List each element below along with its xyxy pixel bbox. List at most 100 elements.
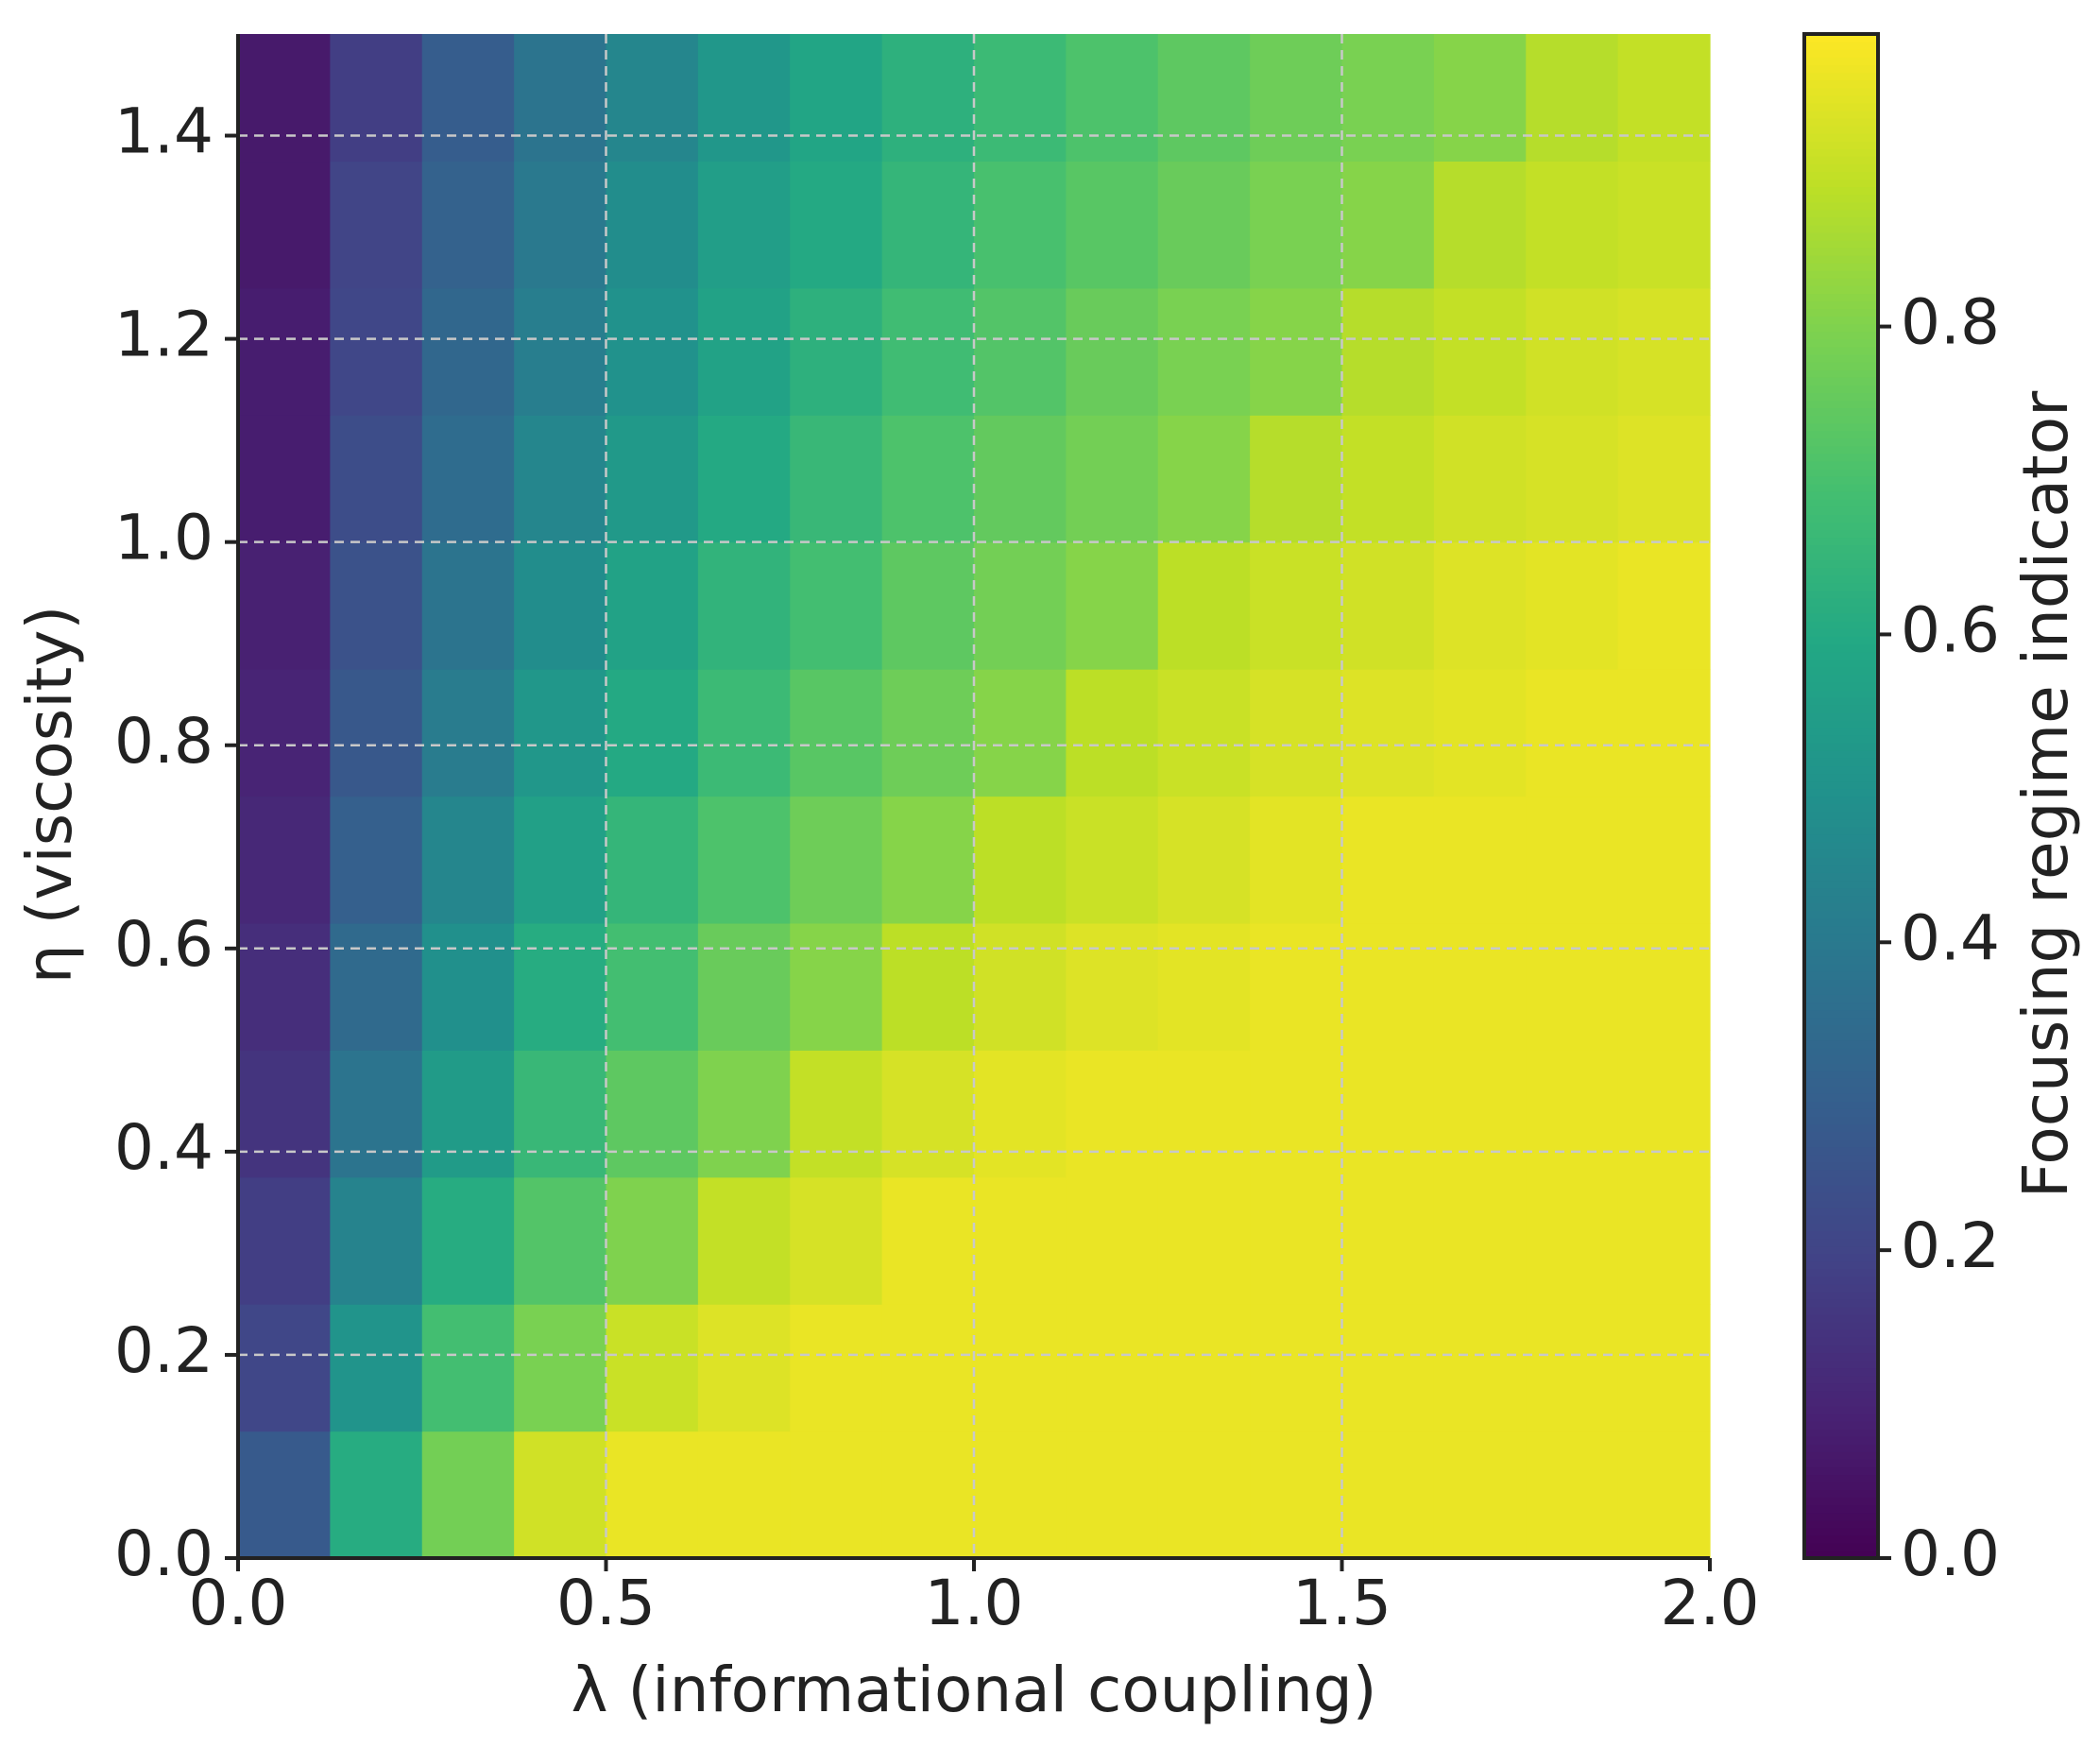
heatmap-cell — [1157, 1304, 1251, 1432]
colorbar-strip — [1804, 826, 1878, 835]
colorbar-strip — [1804, 1161, 1878, 1171]
heatmap-cell — [330, 1431, 423, 1559]
heatmap-cell — [1526, 796, 1619, 924]
heatmap-cell — [790, 287, 883, 416]
heatmap-cell — [1617, 1050, 1711, 1178]
colorbar-strip — [1804, 1146, 1878, 1156]
colorbar: 0.0 0.2 0.4 0.6 0.8 — [1802, 32, 2000, 1590]
heatmap-cell — [697, 541, 791, 670]
heatmap-cell — [1617, 34, 1711, 163]
heatmap-cell — [1526, 1050, 1619, 1178]
colorbar-strip — [1804, 994, 1878, 1003]
heatmap-cell — [1250, 1176, 1343, 1305]
colorbar-strip — [1804, 353, 1878, 363]
heatmap-cell — [421, 287, 515, 416]
heatmap-cell — [1433, 1431, 1527, 1559]
heatmap-cell — [606, 1050, 699, 1178]
colorbar-strip — [1804, 597, 1878, 607]
colorbar-strip — [1804, 1367, 1878, 1377]
x-tick-label: 2.0 — [1661, 1567, 1760, 1639]
colorbar-strip — [1804, 1093, 1878, 1102]
colorbar-frame — [1802, 32, 1880, 1560]
colorbar-strip — [1804, 445, 1878, 454]
colorbar-tick-label: 0.6 — [1901, 593, 2000, 666]
heatmap-cell — [1617, 415, 1711, 543]
colorbar-strip — [1804, 887, 1878, 897]
colorbar-strip — [1804, 689, 1878, 698]
heatmap-cell — [514, 1050, 607, 1178]
colorbar-strip — [1804, 537, 1878, 546]
heatmap-cell — [1341, 669, 1435, 797]
heatmap-cell — [1066, 796, 1159, 924]
colorbar-label: Focusing regime indicator — [2009, 390, 2082, 1198]
colorbar-strip — [1804, 453, 1878, 462]
colorbar-strip — [1804, 1345, 1878, 1354]
x-tick-label: 1.5 — [1292, 1567, 1391, 1639]
heatmap-cell — [1526, 34, 1619, 163]
colorbar-strip — [1804, 963, 1878, 972]
heatmap-cell — [330, 1176, 423, 1305]
heatmap-cell — [790, 1431, 883, 1559]
heatmap-cell — [238, 669, 331, 797]
colorbar-strip — [1804, 948, 1878, 957]
colorbar-strip — [1804, 247, 1878, 256]
colorbar-strip — [1804, 1199, 1878, 1208]
heatmap-cell — [514, 415, 607, 543]
heatmap-cell — [697, 415, 791, 543]
colorbar-strip — [1804, 1459, 1878, 1468]
colorbar-strip — [1804, 674, 1878, 683]
colorbar-strip — [1804, 94, 1878, 104]
colorbar-strip — [1804, 1313, 1878, 1323]
colorbar-strip — [1804, 880, 1878, 889]
x-tick-label: 0.5 — [556, 1567, 656, 1639]
heatmap-cell — [606, 669, 699, 797]
heatmap-cell — [1617, 669, 1711, 797]
heatmap-cell — [1157, 669, 1251, 797]
heatmap-cell — [1066, 34, 1159, 163]
y-axis-label: η (viscosity) — [13, 606, 86, 984]
heatmap-cell — [1433, 1304, 1527, 1432]
colorbar-strip — [1804, 925, 1878, 934]
colorbar-strip — [1804, 34, 1878, 43]
colorbar-strip — [1804, 125, 1878, 134]
heatmap-cell — [1250, 541, 1343, 670]
colorbar-strip — [1804, 628, 1878, 637]
colorbar-strip — [1804, 734, 1878, 744]
heatmap-cell — [1250, 1050, 1343, 1178]
colorbar-strip — [1804, 1245, 1878, 1255]
colorbar-strip — [1804, 285, 1878, 295]
colorbar-strip — [1804, 605, 1878, 614]
colorbar-strip — [1804, 1466, 1878, 1476]
colorbar-strip — [1804, 651, 1878, 660]
heatmap-cell — [790, 34, 883, 163]
heatmap-cell — [1250, 1431, 1343, 1559]
colorbar-strip — [1804, 1474, 1878, 1483]
colorbar-strip — [1804, 201, 1878, 211]
axes: 0.0 0.5 1.0 1.5 2.0 0.0 0.2 0.4 0.6 0.8 1.0 1.2 1.4 — [114, 34, 1759, 1639]
heatmap-cell — [1341, 541, 1435, 670]
colorbar-strip — [1804, 704, 1878, 713]
colorbar-strip — [1804, 590, 1878, 599]
colorbar-strip — [1804, 1435, 1878, 1445]
colorbar-strip — [1804, 460, 1878, 470]
colorbar-strip — [1804, 780, 1878, 790]
heatmap — [238, 34, 1711, 1559]
heatmap-cell — [514, 1176, 607, 1305]
y-tick-label: 0.4 — [114, 1111, 213, 1184]
colorbar-strip — [1804, 1260, 1878, 1270]
colorbar-strip — [1804, 696, 1878, 706]
colorbar-strip — [1804, 1215, 1878, 1224]
heatmap-cell — [697, 287, 791, 416]
heatmap-cell — [881, 287, 975, 416]
colorbar-strip — [1804, 659, 1878, 668]
heatmap-cell — [238, 1431, 331, 1559]
heatmap-cell — [1157, 161, 1251, 289]
colorbar-strip — [1804, 552, 1878, 561]
colorbar-strip — [1804, 42, 1878, 50]
colorbar-strip — [1804, 857, 1878, 865]
colorbar-strip — [1804, 475, 1878, 485]
colorbar-strip — [1804, 567, 1878, 576]
colorbar-strip — [1804, 1123, 1878, 1133]
heatmap-cell — [1341, 161, 1435, 289]
colorbar-tick-label: 0.4 — [1901, 901, 2000, 974]
